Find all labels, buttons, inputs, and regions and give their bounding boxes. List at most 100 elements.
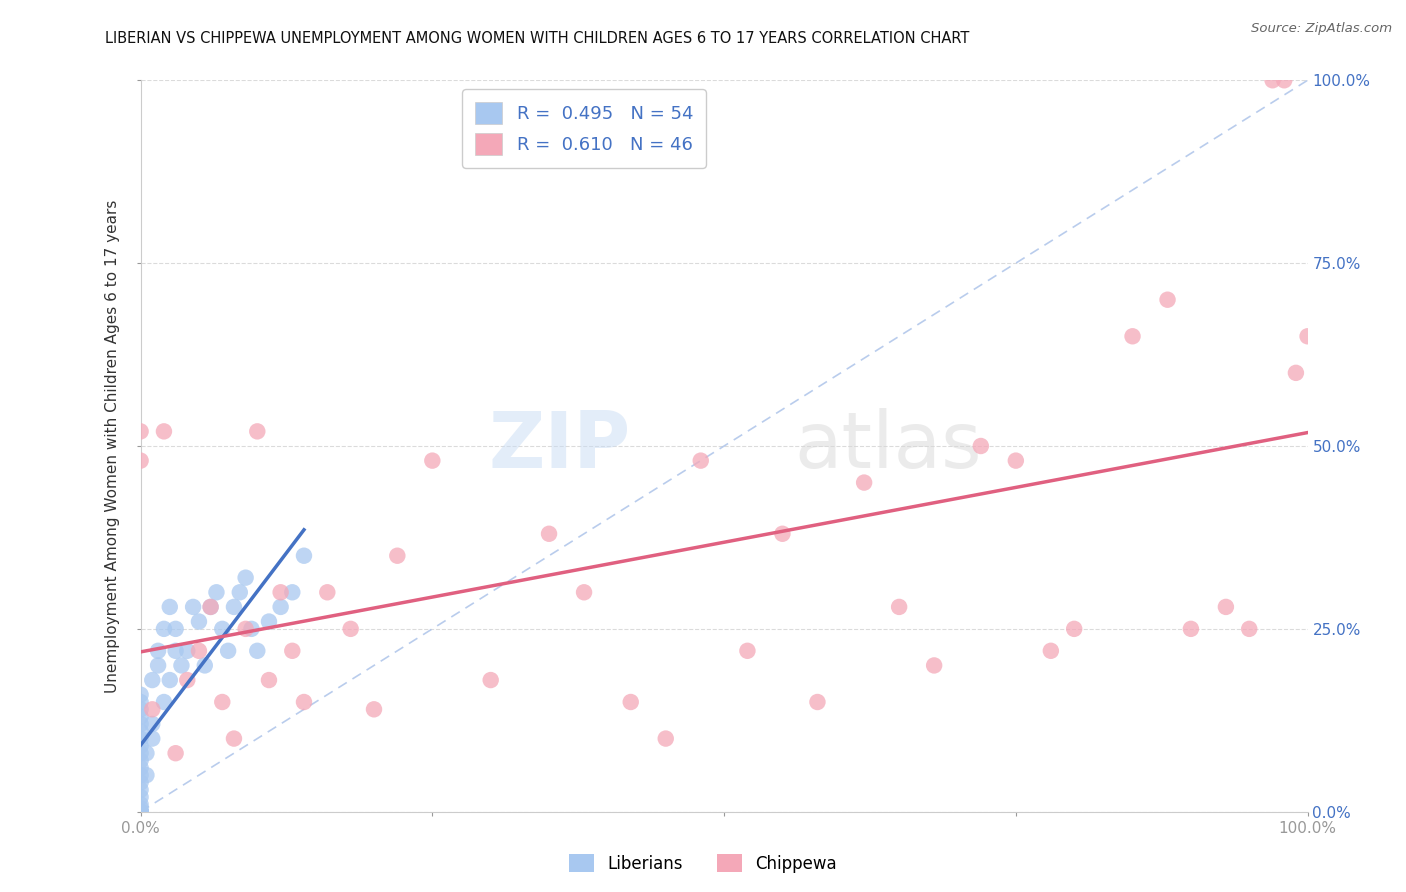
Point	[165, 622, 187, 636]
Point	[211, 622, 233, 636]
Point	[538, 526, 561, 541]
Point	[235, 571, 257, 585]
Point	[165, 644, 187, 658]
Point	[129, 688, 152, 702]
Point	[141, 702, 163, 716]
Point	[620, 695, 643, 709]
Point	[217, 644, 239, 658]
Point	[422, 453, 444, 467]
Point	[1180, 622, 1202, 636]
Point	[129, 702, 152, 716]
Point	[922, 658, 945, 673]
Point	[853, 475, 876, 490]
Point	[737, 644, 759, 658]
Point	[281, 585, 304, 599]
Point	[363, 702, 385, 716]
Point	[246, 425, 269, 439]
Point	[129, 739, 152, 753]
Point	[159, 673, 181, 687]
Point	[170, 658, 193, 673]
Point	[141, 731, 163, 746]
Y-axis label: Unemployment Among Women with Children Ages 6 to 17 years: Unemployment Among Women with Children A…	[105, 199, 121, 693]
Point	[176, 644, 198, 658]
Point	[129, 754, 152, 768]
Point	[135, 746, 157, 760]
Point	[159, 599, 181, 614]
Point	[889, 599, 911, 614]
Point	[205, 585, 228, 599]
Point	[246, 644, 269, 658]
Text: LIBERIAN VS CHIPPEWA UNEMPLOYMENT AMONG WOMEN WITH CHILDREN AGES 6 TO 17 YEARS C: LIBERIAN VS CHIPPEWA UNEMPLOYMENT AMONG …	[105, 31, 970, 46]
Point	[222, 731, 245, 746]
Point	[200, 599, 222, 614]
Point	[572, 585, 595, 599]
Point	[270, 599, 292, 614]
Point	[479, 673, 502, 687]
Point	[240, 622, 263, 636]
Point	[129, 805, 152, 819]
Point	[970, 439, 993, 453]
Point	[655, 731, 678, 746]
Point	[222, 599, 245, 614]
Point	[129, 797, 152, 812]
Point	[1039, 644, 1062, 658]
Point	[1156, 293, 1178, 307]
Point	[689, 453, 711, 467]
Point	[292, 549, 315, 563]
Point	[141, 673, 163, 687]
Point	[806, 695, 828, 709]
Point	[129, 746, 152, 760]
Point	[1005, 453, 1028, 467]
Point	[188, 644, 211, 658]
Point	[292, 695, 315, 709]
Point	[1063, 622, 1085, 636]
Point	[229, 585, 252, 599]
Point	[135, 768, 157, 782]
Point	[1122, 329, 1144, 343]
Legend: R =  0.495   N = 54, R =  0.610   N = 46: R = 0.495 N = 54, R = 0.610 N = 46	[463, 89, 706, 168]
Point	[141, 717, 163, 731]
Point	[129, 805, 152, 819]
Point	[129, 453, 152, 467]
Point	[257, 673, 280, 687]
Point	[270, 585, 292, 599]
Point	[339, 622, 361, 636]
Point	[129, 717, 152, 731]
Point	[165, 746, 187, 760]
Point	[129, 801, 152, 815]
Point	[1296, 329, 1319, 343]
Point	[153, 425, 176, 439]
Point	[176, 673, 198, 687]
Point	[129, 775, 152, 789]
Point	[316, 585, 339, 599]
Point	[1261, 73, 1284, 87]
Point	[200, 599, 222, 614]
Point	[129, 805, 152, 819]
Point	[129, 768, 152, 782]
Point	[129, 695, 152, 709]
Point	[153, 695, 176, 709]
Legend: Liberians, Chippewa: Liberians, Chippewa	[562, 847, 844, 880]
Point	[129, 709, 152, 723]
Point	[146, 644, 169, 658]
Point	[1215, 599, 1237, 614]
Point	[129, 425, 152, 439]
Text: atlas: atlas	[794, 408, 981, 484]
Point	[1285, 366, 1308, 380]
Point	[1272, 73, 1295, 87]
Point	[772, 526, 794, 541]
Point	[235, 622, 257, 636]
Point	[1239, 622, 1261, 636]
Point	[211, 695, 233, 709]
Point	[129, 805, 152, 819]
Text: ZIP: ZIP	[488, 408, 631, 484]
Point	[129, 790, 152, 805]
Point	[257, 615, 280, 629]
Point	[387, 549, 409, 563]
Point	[129, 805, 152, 819]
Point	[146, 658, 169, 673]
Point	[181, 599, 204, 614]
Point	[153, 622, 176, 636]
Text: Source: ZipAtlas.com: Source: ZipAtlas.com	[1251, 22, 1392, 36]
Point	[129, 782, 152, 797]
